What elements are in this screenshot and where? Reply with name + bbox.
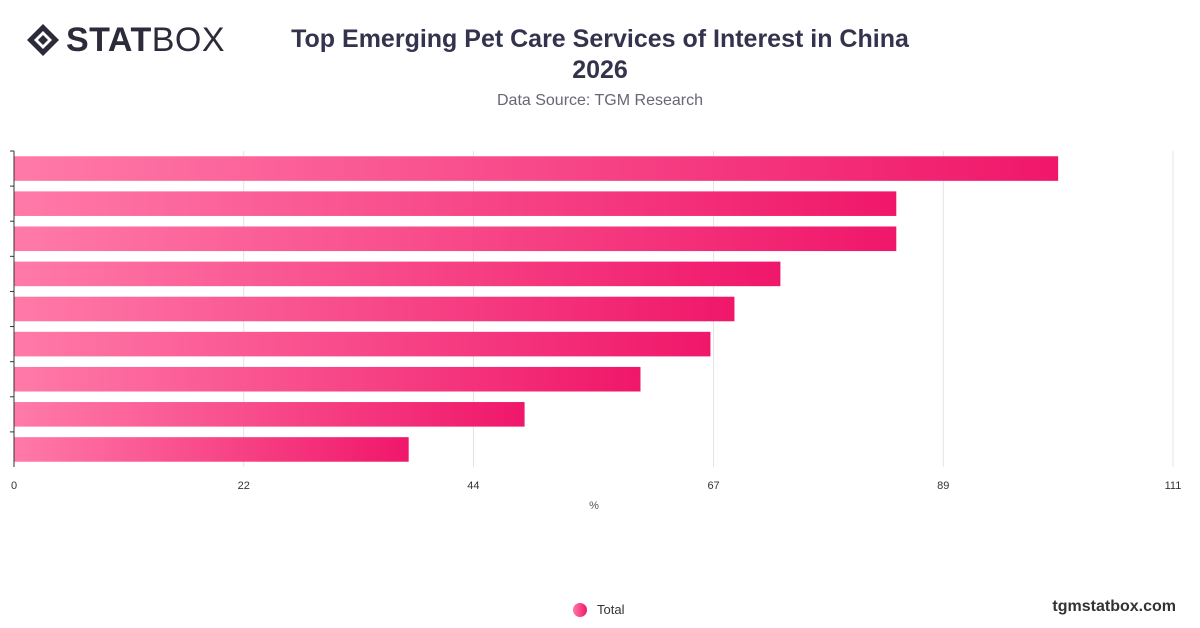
bar[interactable] (14, 402, 525, 427)
bar[interactable] (14, 226, 897, 252)
x-tick-label: 44 (467, 480, 479, 492)
axes: 0 22 44 67 89 111 (10, 150, 1182, 492)
legend[interactable]: Total (573, 602, 624, 617)
bar[interactable] (14, 191, 897, 216)
x-tick-label: 0 (11, 480, 17, 492)
bar[interactable] (14, 366, 641, 392)
bar[interactable] (14, 331, 711, 357)
bar[interactable] (14, 156, 1059, 181)
bar[interactable] (14, 437, 409, 462)
statbox-diamond-icon (27, 24, 59, 56)
legend-marker (573, 602, 587, 617)
chart-title-line2: 2026 (572, 56, 628, 84)
x-tick-label: 67 (707, 480, 719, 492)
logo-text-light: BOX (151, 21, 226, 59)
bar[interactable] (14, 261, 781, 287)
x-tick-label: 111 (1165, 480, 1182, 492)
statbox-logo: STATBOX (26, 22, 225, 58)
legend-label-total: Total (597, 602, 625, 617)
bars (14, 156, 1059, 462)
chart-title-line1: Top Emerging Pet Care Services of Intere… (291, 25, 909, 53)
x-tick-label: 89 (937, 480, 949, 492)
chart-title: Top Emerging Pet Care Services of Intere… (250, 24, 950, 86)
x-axis-title: % (589, 500, 599, 512)
logo-text-bold: STAT (66, 21, 152, 59)
chart-subtitle: Data Source: TGM Research (496, 92, 703, 109)
x-tick-label: 22 (238, 480, 250, 492)
brand-url[interactable]: tgmstatbox.com (1052, 598, 1176, 615)
bar[interactable] (14, 296, 735, 322)
